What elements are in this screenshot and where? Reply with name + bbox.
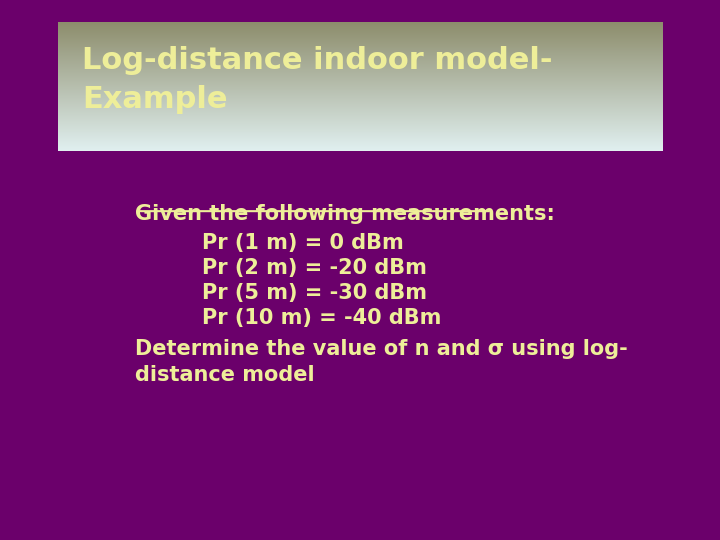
Text: Pr (10 m) = -40 dBm: Pr (10 m) = -40 dBm [202, 308, 441, 328]
Text: Pr (5 m) = -30 dBm: Pr (5 m) = -30 dBm [202, 283, 426, 303]
Text: distance model: distance model [135, 365, 314, 385]
Text: Determine the value of n and σ using log-: Determine the value of n and σ using log… [135, 339, 627, 359]
Text: Log-distance indoor model-
Example: Log-distance indoor model- Example [82, 46, 552, 113]
Text: Pr (2 m) = -20 dBm: Pr (2 m) = -20 dBm [202, 258, 426, 278]
Text: Given the following measurements:: Given the following measurements: [135, 204, 554, 224]
Text: Pr (1 m) = 0 dBm: Pr (1 m) = 0 dBm [202, 233, 403, 253]
